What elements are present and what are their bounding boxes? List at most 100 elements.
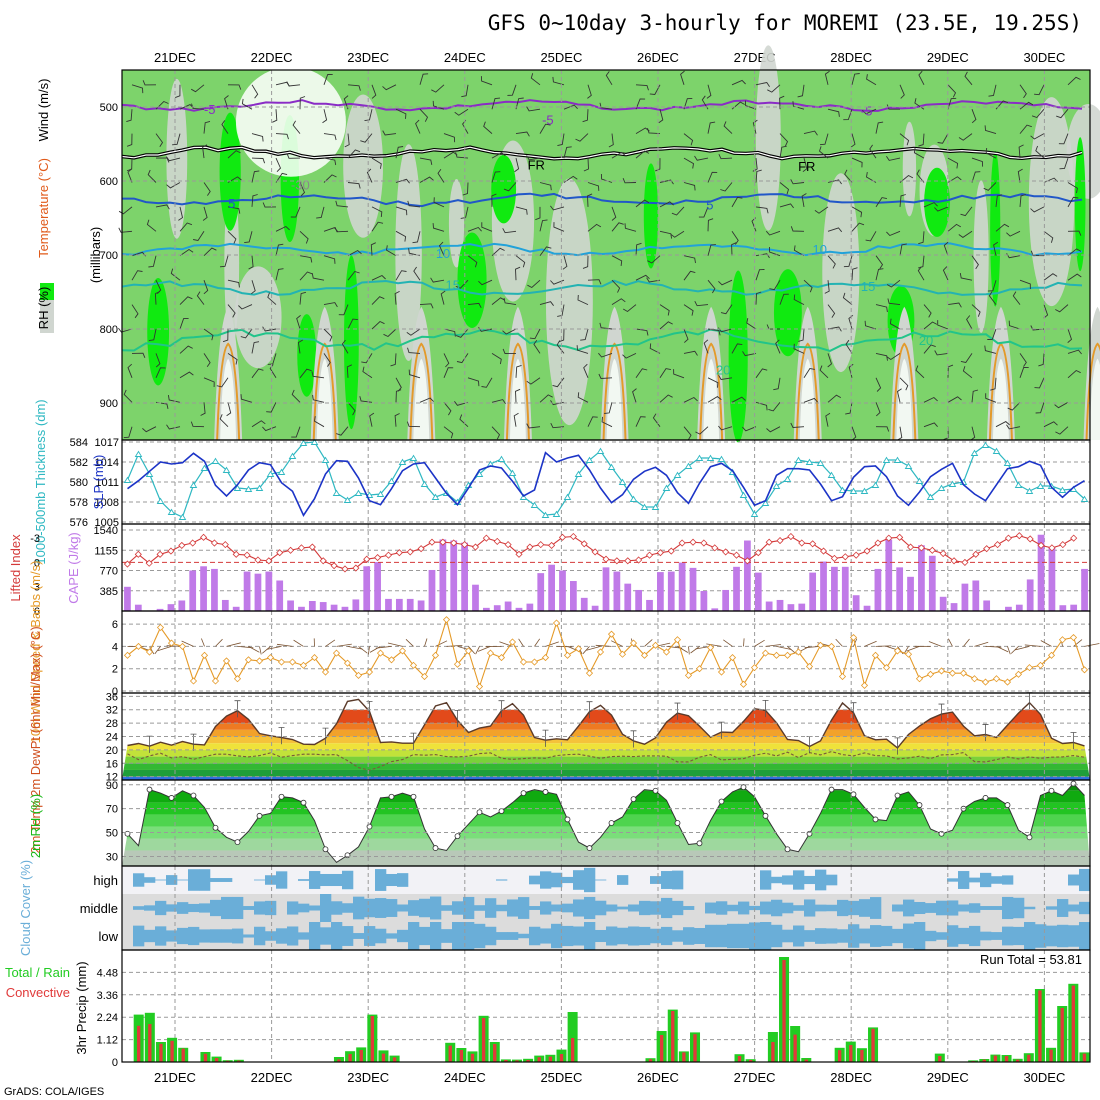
wind-barb (707, 279, 716, 294)
wind-speed-point (1047, 651, 1056, 659)
rh-point (784, 846, 791, 853)
cape-bar (591, 605, 599, 611)
wind-barb (251, 341, 260, 354)
cloud-cell (991, 906, 1003, 910)
cape-bar (504, 601, 512, 611)
precip-convective-bar (470, 1053, 475, 1062)
cape-bar (461, 542, 468, 611)
thickness-point (497, 455, 506, 462)
cloud-cell (188, 869, 200, 891)
wind-barb (718, 279, 733, 286)
wind-barb (462, 182, 469, 196)
wind-barb (172, 133, 181, 146)
precip-convective-bar (1049, 1049, 1053, 1062)
wind-speed-point (629, 639, 638, 647)
wind-speed-point (211, 677, 220, 685)
thickness-point (981, 441, 990, 448)
cape-bar (667, 571, 675, 611)
wind-barb (723, 639, 733, 647)
precip-convective-bar (570, 1038, 575, 1062)
cloud-cell (980, 906, 992, 910)
wind-barb (875, 426, 890, 432)
wind-barb (443, 133, 456, 143)
contour-label: -5 (861, 104, 873, 119)
wind-barb (797, 84, 805, 98)
precip-convective-bar (648, 1059, 653, 1062)
wind-barb (659, 179, 674, 185)
lifted-index-point (210, 539, 219, 547)
warm-contour (699, 342, 724, 441)
rh-band (122, 814, 1090, 827)
precip-convective-bar (392, 1057, 397, 1062)
dry-area (316, 358, 333, 440)
wind-barb (216, 377, 229, 388)
thickness-point (596, 447, 605, 454)
temperature-tick-label: 20 (106, 745, 118, 757)
wind-barb (545, 641, 559, 647)
cape-bar (809, 572, 817, 611)
rh-point (476, 809, 483, 816)
cloud-cell (738, 901, 750, 915)
lifted-index-point (917, 544, 925, 552)
wind-barb (917, 266, 925, 281)
thickness-point (992, 447, 1001, 454)
lifted-index-point (743, 557, 751, 565)
wind-barb (299, 271, 313, 281)
wind-barb (478, 279, 493, 286)
wind-barb (587, 84, 592, 99)
bottom-date-label: 21DEC (154, 1070, 196, 1085)
cloud-cell (265, 931, 277, 941)
cloud-cell (562, 876, 574, 884)
cloud-cell (595, 900, 607, 916)
wind-barb (587, 416, 598, 427)
wind-speed-point (1014, 670, 1023, 678)
lifted-index-point (200, 533, 208, 541)
cape-bar (841, 566, 849, 611)
rh-point (234, 839, 241, 846)
cloud-cell (276, 871, 288, 889)
wind-barb (193, 231, 205, 242)
top-date-label: 30DEC (1023, 50, 1065, 65)
wind-barb (731, 396, 746, 403)
cape-bar (602, 567, 610, 611)
thickness-point (134, 450, 143, 457)
wind-speed-point (849, 633, 858, 642)
wind-barb (943, 241, 949, 256)
panel-frame (121, 949, 1091, 1063)
axis-title: Temperature (°C) (36, 158, 51, 258)
thickness-point (354, 489, 363, 496)
wind-barb (1019, 279, 1031, 290)
wind-barb (658, 109, 664, 124)
cloud-cell (617, 927, 629, 945)
wind-barb (971, 109, 977, 124)
wind-barb (371, 84, 377, 99)
wind-barb (491, 97, 501, 110)
thickness-point (684, 462, 693, 469)
thickness-line (126, 441, 1085, 518)
wind-barb (149, 646, 155, 655)
wind-barb (776, 646, 792, 650)
thickness-point (915, 477, 924, 484)
wind-barb (866, 74, 877, 86)
wind-barb (503, 182, 517, 192)
rh-point (432, 845, 439, 851)
lifted-index-point (624, 557, 632, 565)
wind-barb (395, 206, 408, 216)
wind-barb (587, 223, 602, 232)
wind-barb (491, 297, 506, 305)
wind-barb (382, 130, 397, 136)
wind-barb (731, 79, 746, 86)
wind-barb (580, 328, 589, 341)
wind-barb (419, 73, 429, 85)
cloud-cell (144, 877, 156, 883)
wind-barb (251, 84, 259, 99)
wind-tick-label: 6 (112, 619, 118, 631)
warm-contour (505, 342, 530, 441)
rh-tick-label: 50 (106, 828, 118, 840)
wind-speed-point (607, 630, 616, 638)
thickness-point (860, 487, 869, 494)
wind-speed-point (508, 638, 517, 646)
thickness-point (189, 481, 198, 488)
wind-barb (779, 133, 789, 147)
wind-barb (1034, 377, 1045, 389)
